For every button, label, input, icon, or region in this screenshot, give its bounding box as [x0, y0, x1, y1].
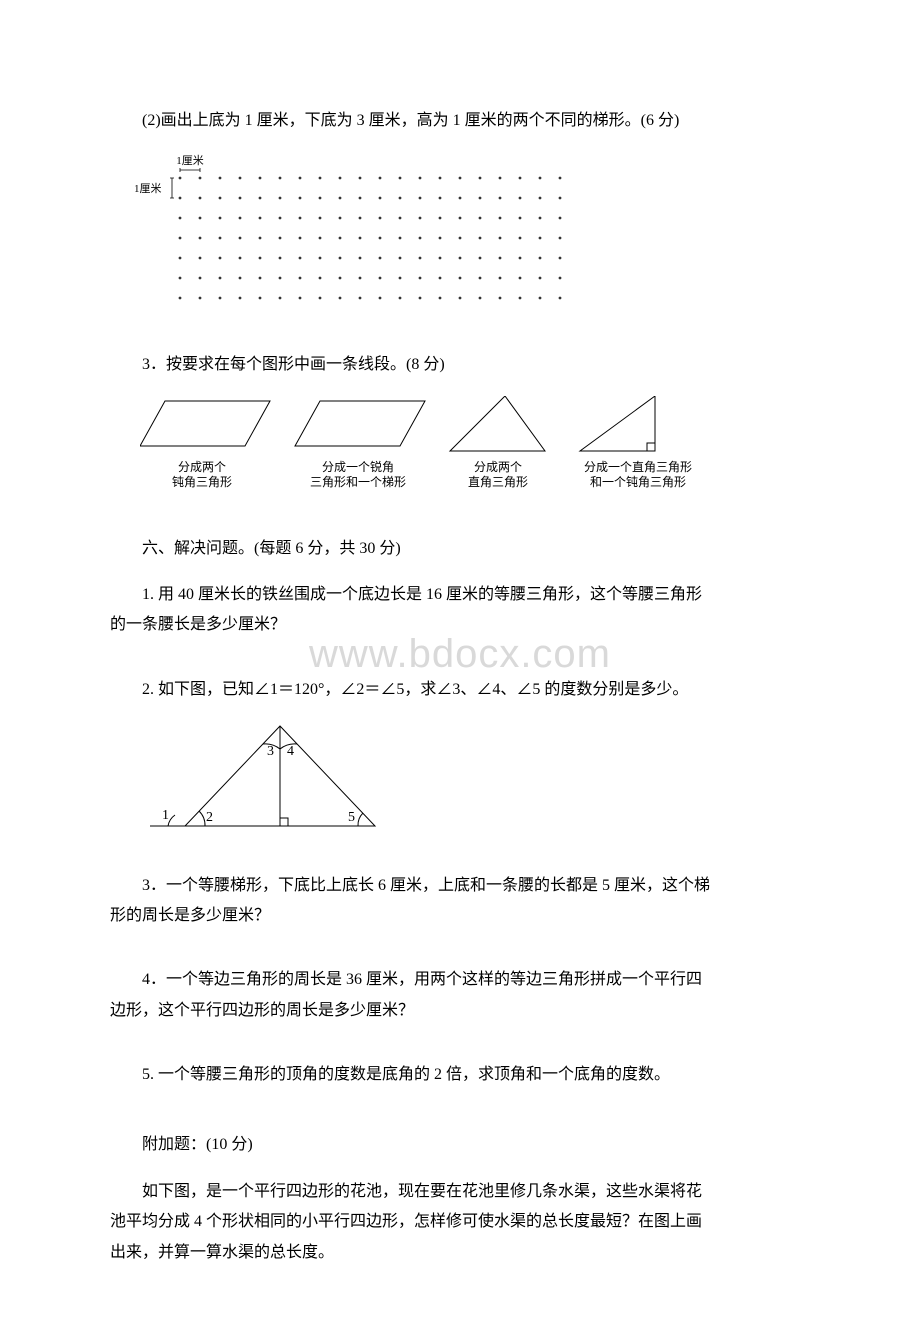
svg-text:5: 5 [348, 810, 355, 825]
triangle-diagram: 1 2 3 4 5 [150, 721, 810, 852]
svg-text:1厘米: 1厘米 [134, 182, 162, 195]
bonus-line3: 出来，并算一算水渠的总长度。 [110, 1244, 334, 1261]
bonus-line2: 池平均分成 4 个形状相同的小平行四边形，怎样修可使水渠的总长度最短？在图上画 [110, 1213, 702, 1230]
bonus-title: 附加题：(10 分) [110, 1130, 810, 1160]
problem-3-cont: 形的周长是多少厘米？ [110, 907, 270, 924]
svg-text:分成一个锐角: 分成一个锐角 [322, 460, 394, 474]
dot-grid: 1厘米 1厘米 [130, 152, 810, 333]
q3-text: 3．按要求在每个图形中画一条线段。(8 分) [110, 350, 810, 380]
shapes-row: 分成两个 钝角三角形 分成一个锐角 三角形和一个梯形 分成两个 直角三角形 分成… [140, 396, 810, 517]
problem-4-cont: 边形，这个平行四边形的周长是多少厘米？ [110, 1002, 414, 1019]
svg-text:钝角三角形: 钝角三角形 [172, 475, 232, 489]
svg-text:分成两个: 分成两个 [178, 460, 226, 474]
q2-sub2: (2)画出上底为 1 厘米，下底为 3 厘米，高为 1 厘米的两个不同的梯形。(… [110, 106, 810, 136]
problem-2: 2. 如下图，已知∠1＝120°，∠2＝∠5，求∠3、∠4、∠5 的度数分别是多… [110, 675, 810, 705]
svg-text:直角三角形: 直角三角形 [468, 475, 528, 489]
svg-text:和一个钝角三角形: 和一个钝角三角形 [590, 475, 686, 489]
svg-text:4: 4 [287, 744, 294, 759]
problem-5: 5. 一个等腰三角形的顶角的度数是底角的 2 倍，求顶角和一个底角的度数。 [110, 1060, 810, 1090]
svg-text:1: 1 [162, 808, 169, 823]
bonus-line1: 如下图，是一个平行四边形的花池，现在要在花池里修几条水渠，这些水渠将花 [142, 1183, 702, 1200]
bonus-text: 如下图，是一个平行四边形的花池，现在要在花池里修几条水渠，这些水渠将花 池平均分… [110, 1177, 810, 1268]
svg-text:2: 2 [206, 810, 213, 825]
svg-text:分成一个直角三角形: 分成一个直角三角形 [584, 460, 692, 474]
problem-1-text: 1. 用 40 厘米长的铁丝围成一个底边长是 16 厘米的等腰三角形，这个等腰三… [142, 586, 702, 603]
svg-text:三角形和一个梯形: 三角形和一个梯形 [310, 475, 406, 489]
problem-3: 3．一个等腰梯形，下底比上底长 6 厘米，上底和一条腰的长都是 5 厘米，这个梯… [110, 871, 810, 932]
problem-3-text: 3．一个等腰梯形，下底比上底长 6 厘米，上底和一条腰的长都是 5 厘米，这个梯 [142, 877, 710, 894]
section6-title: 六、解决问题。(每题 6 分，共 30 分) [110, 534, 810, 564]
svg-text:1厘米: 1厘米 [176, 154, 204, 167]
problem-4: 4．一个等边三角形的周长是 36 厘米，用两个这样的等边三角形拼成一个平行四 边… [110, 965, 810, 1026]
problem-1-cont: 的一条腰长是多少厘米？ [110, 616, 286, 633]
problem-4-text: 4．一个等边三角形的周长是 36 厘米，用两个这样的等边三角形拼成一个平行四 [142, 971, 702, 988]
svg-text:3: 3 [267, 744, 274, 759]
svg-text:分成两个: 分成两个 [474, 460, 522, 474]
problem-1: 1. 用 40 厘米长的铁丝围成一个底边长是 16 厘米的等腰三角形，这个等腰三… [110, 580, 810, 641]
